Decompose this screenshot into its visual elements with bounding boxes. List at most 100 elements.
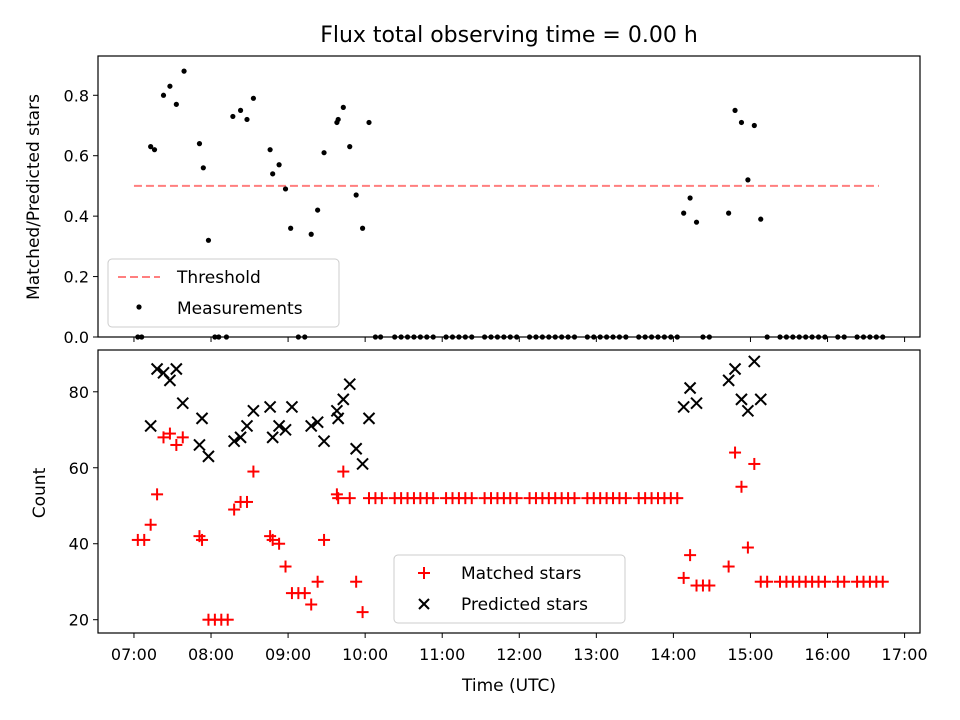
measurement-point bbox=[693, 219, 700, 225]
predicted-star-point bbox=[279, 423, 292, 436]
predicted-star-point bbox=[144, 419, 157, 433]
x-stroke-b bbox=[362, 412, 376, 425]
matched-star-point bbox=[228, 503, 241, 516]
predicted-star-point bbox=[272, 419, 286, 433]
predicted-star-point bbox=[362, 412, 376, 425]
measurement-point bbox=[270, 171, 276, 177]
x-stroke-b bbox=[195, 412, 209, 425]
measurement-point bbox=[276, 162, 282, 168]
x-stroke-b bbox=[227, 434, 241, 448]
x-stroke-b bbox=[311, 415, 324, 429]
measurement-point bbox=[267, 147, 273, 153]
bottom-panel: 20 40 60 80 07:00 08:00 09:00 10:00 11:00 12:00 1… bbox=[30, 349, 928, 696]
predicted-star-point bbox=[317, 434, 331, 448]
matched-star-point bbox=[510, 492, 523, 505]
bottom-x-axis: 07:00 08:00 09:00 10:00 11:00 12:00 13:00 14:00… bbox=[111, 633, 928, 664]
legend-predicted-swatch bbox=[418, 598, 430, 610]
predicted-star-point bbox=[285, 400, 299, 414]
matched-star-point bbox=[343, 492, 356, 505]
measurement-point bbox=[205, 237, 212, 243]
matched-star-point bbox=[671, 492, 684, 505]
y-tick-label: 0.4 bbox=[64, 207, 89, 226]
predicted-star-point bbox=[247, 404, 260, 417]
measurement-point bbox=[738, 119, 745, 126]
matched-star-point bbox=[163, 427, 176, 440]
matched-star-point bbox=[741, 541, 754, 554]
matched-star-point bbox=[176, 431, 189, 444]
predicted-star-point bbox=[677, 400, 690, 414]
predicted-star-point bbox=[163, 374, 177, 387]
chart-title: Flux total observing time = 0.00 h bbox=[320, 23, 698, 48]
measurement-point bbox=[173, 101, 179, 107]
x-tick-label: 11:00 bbox=[419, 645, 465, 664]
x-tick-label: 12:00 bbox=[496, 645, 542, 664]
legend-predicted-label: Predicted stars bbox=[461, 595, 588, 615]
predicted-star-point bbox=[728, 362, 742, 376]
matched-star-point bbox=[273, 537, 286, 550]
x-stroke-b bbox=[163, 374, 177, 387]
predicted-star-point bbox=[227, 434, 241, 448]
predicted-star-point bbox=[202, 450, 215, 463]
matched-star-point bbox=[568, 492, 581, 505]
x-tick-label: 13:00 bbox=[573, 645, 619, 664]
measurement-point bbox=[151, 147, 158, 153]
measurement-point bbox=[196, 141, 203, 147]
matched-star-point bbox=[279, 560, 292, 573]
matched-star-point bbox=[465, 492, 478, 505]
matched-star-point bbox=[735, 480, 748, 493]
x-stroke-b bbox=[144, 419, 157, 433]
x-stroke-b bbox=[728, 362, 742, 376]
matched-star-point bbox=[170, 438, 183, 451]
x-stroke-b bbox=[741, 404, 755, 417]
measurement-point bbox=[237, 107, 244, 113]
predicted-star-point bbox=[748, 355, 761, 368]
matched-star-point bbox=[305, 598, 318, 611]
predicted-star-point bbox=[331, 412, 345, 425]
predicted-star-point bbox=[683, 381, 697, 395]
x-stroke-b bbox=[240, 419, 254, 433]
x-axis-label: Time (UTC) bbox=[461, 676, 556, 696]
x-stroke-b bbox=[247, 404, 260, 417]
matched-star-point bbox=[266, 533, 279, 546]
bottom-y-axis-label: Count bbox=[30, 467, 50, 518]
matched-star-point bbox=[761, 575, 774, 588]
matched-star-point bbox=[247, 465, 260, 478]
predicted-star-point bbox=[349, 442, 363, 455]
predicted-star-point bbox=[176, 396, 189, 410]
matched-star-point bbox=[144, 518, 157, 531]
matched-star-point bbox=[722, 560, 735, 573]
predicted-star-point bbox=[356, 457, 369, 471]
bottom-axes-frame bbox=[97, 349, 921, 634]
x-stroke-b bbox=[337, 393, 350, 406]
measurement-point bbox=[758, 216, 764, 222]
predicted-star-point bbox=[735, 393, 748, 406]
predicted-star-point bbox=[193, 438, 206, 452]
x-stroke-b bbox=[677, 400, 690, 414]
x-tick-label: 10:00 bbox=[342, 645, 388, 664]
x-tick-label: 16:00 bbox=[804, 645, 850, 664]
measurement-point bbox=[288, 225, 294, 231]
matched-star-point bbox=[157, 431, 170, 444]
x-stroke-b bbox=[202, 450, 215, 463]
x-stroke-b bbox=[722, 374, 735, 387]
matched-star-point bbox=[838, 575, 851, 588]
predicted-star-point bbox=[311, 415, 324, 429]
predicted-star-point bbox=[170, 362, 183, 376]
legend-measurements-label: Measurements bbox=[177, 299, 303, 319]
y-tick-label: 0.0 bbox=[64, 328, 89, 347]
x-stroke-b bbox=[193, 438, 206, 452]
matched-star-point bbox=[332, 492, 345, 505]
measurement-point bbox=[230, 113, 236, 120]
matched-star-point bbox=[703, 579, 716, 592]
matched-star-point bbox=[196, 533, 209, 546]
bottom-legend-box bbox=[393, 554, 626, 624]
x-stroke-b bbox=[349, 442, 363, 455]
legend-threshold-label: Threshold bbox=[176, 268, 261, 288]
measurement-point bbox=[687, 195, 693, 201]
x-stroke-b bbox=[157, 366, 170, 379]
measurement-point bbox=[148, 144, 154, 150]
top-y-axis: 0.0 0.2 0.4 0.6 0.8 bbox=[64, 86, 98, 347]
y-tick-label: 40 bbox=[69, 535, 89, 554]
y-tick-label: 0.6 bbox=[64, 147, 89, 166]
x-tick-label: 17:00 bbox=[882, 645, 928, 664]
